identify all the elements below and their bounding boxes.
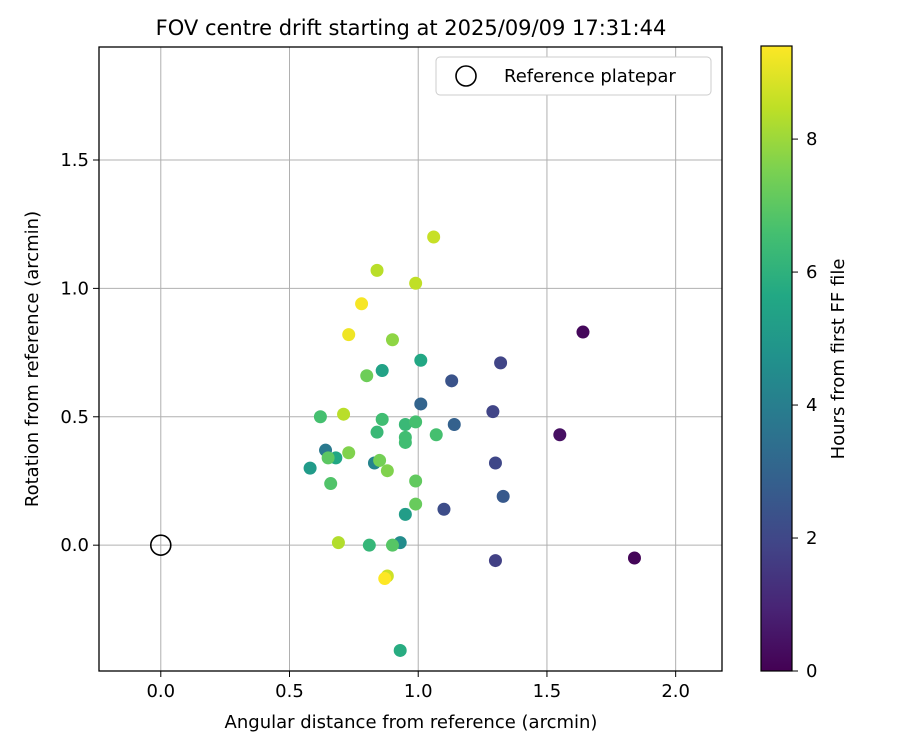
data-point [393,643,407,657]
x-tick-label: 1.5 [533,681,562,702]
data-point [380,464,394,478]
data-point [398,435,412,449]
x-tick-label: 0.5 [275,681,304,702]
colorbar-gradient [760,45,793,672]
data-point [375,364,389,378]
data-points [303,230,641,657]
data-point [362,538,376,552]
x-axis-label: Angular distance from reference (arcmin) [225,712,598,733]
data-point [398,417,412,431]
x-tick-label: 2.0 [661,681,690,702]
data-point [414,397,428,411]
data-point [409,415,423,429]
y-axis-ticks: 0.0 0.5 1.0 1.5 [60,150,99,556]
data-point [342,328,356,342]
data-point [378,572,392,586]
data-point [360,369,374,383]
data-point [313,410,327,424]
data-point [409,497,423,511]
data-point [370,263,384,277]
data-point [375,412,389,426]
data-point [324,477,338,491]
legend-marker [455,65,477,87]
colorbar-tick-label: 2 [806,528,817,549]
data-point [553,428,567,442]
legend: Reference platepar [435,56,712,96]
data-point [303,461,317,475]
data-point [488,456,502,470]
x-axis-ticks: 0.0 0.5 1.0 1.5 2.0 [146,671,690,702]
data-point [627,551,641,565]
x-tick-label: 1.0 [404,681,433,702]
x-tick-label: 0.0 [146,681,175,702]
colorbar: 0 2 4 6 8 Hours from first FF file [760,45,849,682]
data-point [429,428,443,442]
data-point [494,356,508,370]
y-tick-label: 0.5 [60,407,89,428]
data-point [331,536,345,550]
data-point [486,405,500,419]
legend-label: Reference platepar [504,66,676,87]
colorbar-label: Hours from first FF file [828,259,849,460]
data-point [373,453,387,467]
data-point [385,333,399,347]
data-point [398,507,412,521]
y-tick-label: 0.0 [60,535,89,556]
data-point [496,489,510,503]
data-point [337,407,351,421]
legend-box [435,56,712,96]
data-point [355,297,369,311]
y-tick-label: 1.0 [60,278,89,299]
data-point [447,417,461,431]
data-point [370,425,384,439]
data-point [488,554,502,568]
data-point [576,325,590,339]
colorbar-tick-label: 0 [806,661,817,682]
y-axis-label: Rotation from reference (arcmin) [22,211,43,507]
data-point [342,446,356,460]
data-point [321,451,335,465]
chart-title: FOV centre drift starting at 2025/09/09 … [156,16,667,40]
colorbar-tick-label: 4 [806,395,817,416]
data-point [427,230,441,244]
data-point [385,538,399,552]
data-point [409,276,423,290]
reference-platepar-marker [149,534,172,556]
colorbar-tick-label: 6 [806,262,817,283]
data-point [437,502,451,516]
grid-lines [99,47,722,671]
data-point [445,374,459,388]
data-point [409,474,423,488]
colorbar-tick-label: 8 [806,129,817,150]
data-point [414,353,428,367]
y-tick-label: 1.5 [60,150,89,171]
colorbar-ticks: 0 2 4 6 8 [792,129,817,682]
plot-frame [98,46,723,672]
